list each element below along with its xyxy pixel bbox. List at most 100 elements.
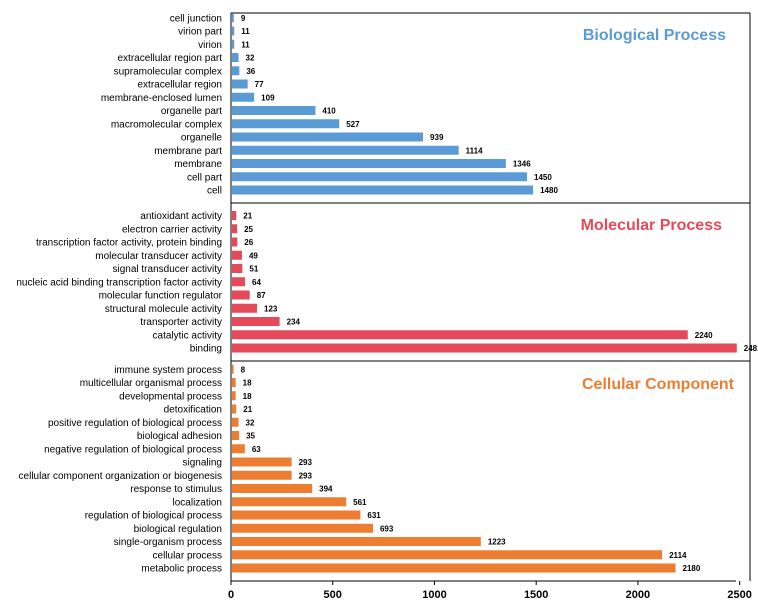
bar [232, 145, 459, 155]
data-label: 1346 [513, 160, 531, 169]
bar [232, 343, 737, 353]
bar [232, 537, 481, 546]
bar [232, 106, 316, 115]
category-label: signaling [183, 458, 222, 469]
bar [232, 185, 534, 195]
data-label: 36 [246, 67, 255, 76]
bar [232, 26, 235, 36]
data-label: 1480 [540, 186, 558, 195]
data-label: 11 [241, 40, 250, 49]
panel-title: Biological Process [583, 27, 726, 44]
data-label: 2114 [669, 551, 687, 560]
bar [232, 79, 248, 89]
data-label: 32 [246, 418, 255, 427]
data-label: 293 [299, 471, 313, 480]
data-label: 64 [252, 278, 261, 287]
panel-biological-process: Biological Process cell junction 9 virion p… [101, 13, 726, 197]
bar [232, 250, 242, 260]
data-label: 26 [244, 238, 253, 247]
category-label: positive regulation of biological proces… [48, 418, 222, 429]
data-label: 9 [241, 14, 246, 23]
data-label: 2240 [695, 331, 713, 340]
bar [232, 317, 280, 326]
category-label: signal transducer activity [113, 264, 223, 275]
bar [232, 303, 258, 313]
category-label: antioxidant activity [140, 211, 222, 222]
category-label: cell junction [170, 13, 222, 24]
category-label: cellular process [153, 550, 222, 561]
data-label: 11 [241, 27, 250, 36]
bar [232, 53, 239, 62]
data-label: 561 [353, 498, 367, 507]
bar [232, 510, 361, 520]
chart-panels: Biological Process cell junction 9 virion p… [16, 13, 758, 575]
data-label: 32 [246, 54, 255, 63]
bar [232, 484, 313, 493]
bar [232, 66, 240, 76]
bar [232, 39, 235, 49]
category-label: molecular function regulator [99, 291, 223, 302]
bar [232, 330, 688, 340]
data-label: 631 [367, 511, 381, 520]
panel-title: Cellular Component [582, 376, 735, 393]
category-label: catalytic activity [153, 330, 222, 341]
category-label: nucleic acid binding transcription facto… [16, 277, 222, 288]
category-label: response to stimulus [130, 484, 222, 495]
bar [232, 264, 243, 273]
category-label: cell part [187, 172, 222, 183]
category-label: developmental process [119, 391, 222, 402]
data-label: 527 [346, 120, 360, 129]
bar [232, 290, 250, 300]
bar [232, 404, 237, 414]
data-label: 35 [246, 432, 255, 441]
bar [232, 13, 234, 23]
category-label: multicellular organismal process [80, 378, 222, 389]
category-label: membrane-enclosed lumen [101, 93, 222, 104]
data-label: 2180 [683, 564, 701, 573]
category-label: organelle part [161, 106, 222, 117]
data-label: 1450 [534, 173, 552, 182]
category-label: metabolic process [141, 564, 222, 575]
x-tick-label: 500 [324, 589, 342, 601]
x-tick-label: 0 [228, 589, 234, 601]
data-label: 25 [244, 225, 253, 234]
category-label: organelle [181, 133, 223, 144]
bar [232, 132, 424, 142]
data-label: 51 [249, 265, 258, 274]
x-axis: 0 500 1000 1500 2000 2500 [228, 580, 752, 601]
bar [232, 159, 506, 168]
panel-title: Molecular Process [581, 217, 723, 234]
bar [232, 563, 676, 573]
data-label: 693 [380, 524, 394, 533]
category-label: immune system process [114, 365, 222, 376]
category-label: virion [198, 40, 222, 51]
data-label: 8 [241, 365, 246, 374]
category-label: molecular transducer activity [95, 251, 222, 262]
category-label: structural molecule activity [105, 304, 222, 315]
category-label: biological regulation [134, 524, 222, 535]
data-label: 18 [243, 392, 252, 401]
category-label: transporter activity [140, 317, 222, 328]
bar [232, 391, 236, 401]
category-label: virion part [178, 27, 222, 38]
data-label: 18 [243, 379, 252, 388]
data-label: 939 [430, 133, 444, 142]
data-label: 394 [319, 485, 333, 494]
bar [232, 431, 240, 440]
bar [232, 237, 238, 247]
category-label: electron carrier activity [122, 224, 222, 235]
data-label: 77 [255, 80, 264, 89]
category-label: cellular component organization or bioge… [19, 471, 222, 482]
category-label: biological adhesion [137, 431, 222, 442]
category-label: extracellular region part [118, 53, 223, 64]
bar [232, 417, 239, 427]
bar [232, 277, 246, 287]
category-label: single-organism process [114, 537, 222, 548]
category-label: extracellular region [138, 80, 223, 91]
category-label: regulation of biological process [85, 511, 222, 522]
panel-cellular-component: Cellular Component immune system process 8… [19, 364, 735, 575]
data-label: 234 [287, 318, 301, 327]
bar [232, 224, 238, 234]
data-label: 87 [257, 291, 266, 300]
